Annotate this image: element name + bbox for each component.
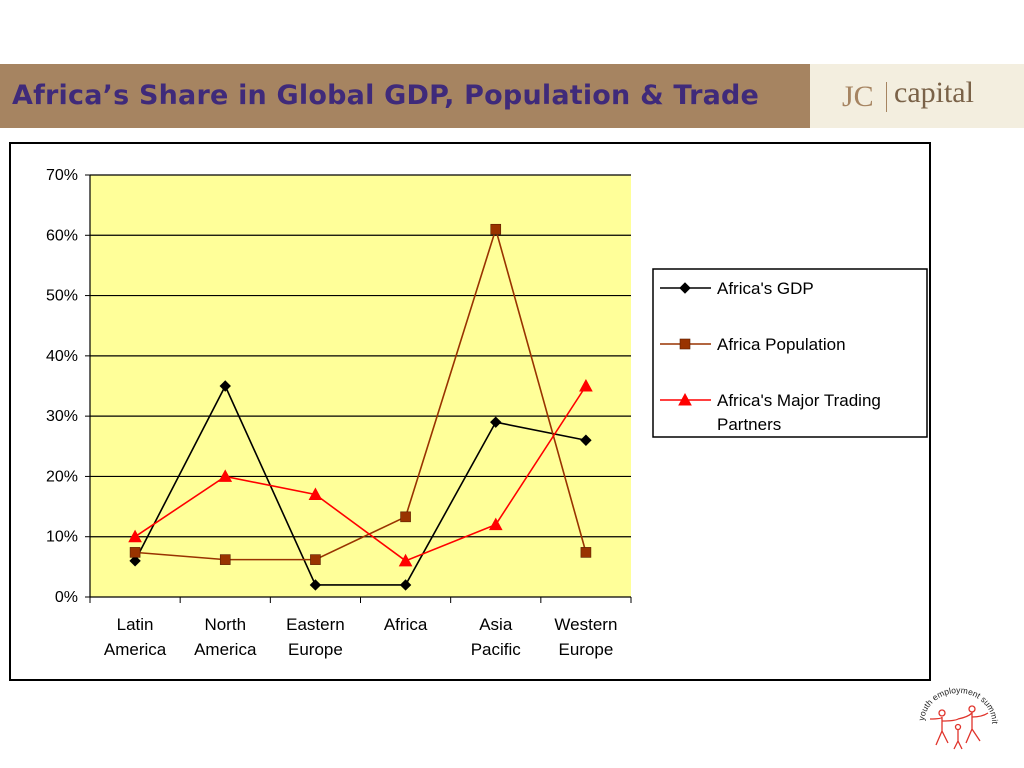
data-point-gdp xyxy=(309,579,322,591)
series-line-population xyxy=(135,226,587,561)
people-ring-icon xyxy=(929,705,989,750)
legend-label-population: Africa Population xyxy=(717,335,846,354)
legend-box xyxy=(652,268,928,438)
x-tick-label: Africa xyxy=(384,615,428,634)
data-point-population xyxy=(490,223,502,235)
series-line-trade xyxy=(134,385,587,562)
data-point-population xyxy=(400,511,411,523)
y-tick-label: 0% xyxy=(55,589,78,606)
data-point-gdp xyxy=(580,434,592,446)
line-chart: 0% 10% 20% 30% 40% 50% 60% 70% Latin America North… xyxy=(46,167,928,659)
x-tick-label: Latin America xyxy=(104,615,167,659)
x-tick-label: North America xyxy=(194,615,257,659)
legend-marker-population xyxy=(679,338,691,350)
data-point-gdp xyxy=(129,555,141,567)
x-tick-label: Western Europe xyxy=(554,615,617,659)
brand-logo-jc: JC xyxy=(842,80,874,113)
plot-area xyxy=(90,175,631,597)
brand-logo-capital: capital xyxy=(894,76,974,109)
y-tick-label: 40% xyxy=(46,348,78,365)
y-tick-label: 10% xyxy=(46,529,78,546)
brand-logo-divider xyxy=(886,82,887,112)
data-point-gdp xyxy=(490,416,502,428)
x-tick-label: Asia Pacific xyxy=(471,615,522,659)
title-bar xyxy=(0,64,810,128)
data-point-trade xyxy=(579,378,593,392)
x-tick-label: Eastern Europe xyxy=(286,615,345,659)
y-tick-label: 50% xyxy=(46,288,78,305)
legend-marker-trade xyxy=(678,392,692,406)
y-tick-label: 70% xyxy=(46,167,78,184)
y-tick-label: 20% xyxy=(46,468,78,485)
page-title: Africa’s Share in Global GDP, Population… xyxy=(12,80,760,111)
y-tick-label: 30% xyxy=(46,408,78,425)
brand-logo-box xyxy=(810,64,1024,128)
data-point-population xyxy=(310,554,321,565)
data-point-population xyxy=(219,554,231,565)
legend-label-gdp: Africa's GDP xyxy=(717,279,814,298)
data-point-trade xyxy=(128,529,142,543)
data-point-trade xyxy=(218,469,233,482)
legend-marker-gdp xyxy=(679,282,691,294)
data-point-population xyxy=(580,547,592,558)
legend-label-trade: Africa's Major Trading Partners xyxy=(717,391,881,434)
y-tick-label: 60% xyxy=(46,227,78,244)
data-point-population xyxy=(129,547,141,558)
data-point-trade xyxy=(308,487,323,501)
data-point-gdp xyxy=(219,380,231,392)
data-point-gdp xyxy=(399,579,412,591)
data-point-trade xyxy=(398,553,413,567)
series-line-gdp xyxy=(134,384,587,586)
youth-employment-summit-logo: youth employment summit xyxy=(916,685,1000,750)
chart-frame: 0% 10% 20% 30% 40% 50% 60% 70% Latin America North… xyxy=(9,142,931,681)
data-point-trade xyxy=(488,517,503,531)
